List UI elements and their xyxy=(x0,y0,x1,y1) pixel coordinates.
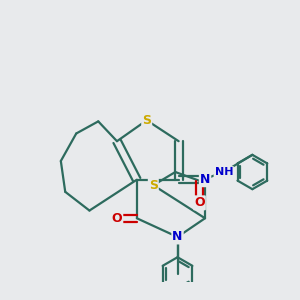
Text: NH: NH xyxy=(214,167,233,177)
Text: O: O xyxy=(112,212,122,225)
Text: O: O xyxy=(194,196,205,209)
Text: S: S xyxy=(149,179,158,192)
Text: N: N xyxy=(200,173,210,186)
Text: S: S xyxy=(142,114,151,127)
Text: N: N xyxy=(172,230,183,244)
